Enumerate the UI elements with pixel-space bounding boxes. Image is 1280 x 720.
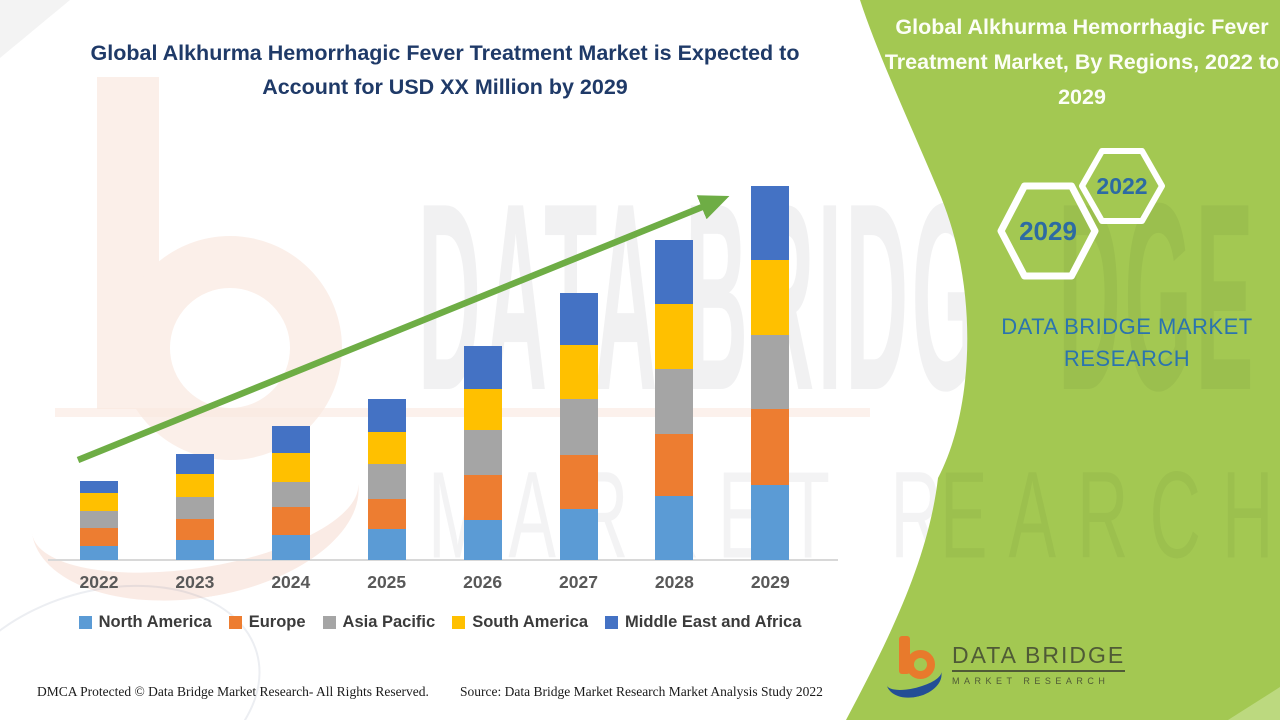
segment-europe xyxy=(367,499,406,529)
segment-south-america xyxy=(655,304,694,369)
segment-north-america xyxy=(271,535,310,560)
segment-north-america xyxy=(80,546,118,560)
segment-europe xyxy=(559,455,598,509)
segment-asia-pacific xyxy=(271,482,310,507)
legend-item-middle-east-and-africa: Middle East and Africa xyxy=(605,613,801,632)
segment-asia-pacific xyxy=(751,335,790,409)
legend-item-europe: Europe xyxy=(228,613,306,632)
segment-middle-east-and-africa xyxy=(80,481,118,493)
bar-2022 xyxy=(80,481,118,560)
x-axis-label-2027: 2027 xyxy=(559,572,598,592)
segment-south-america xyxy=(175,474,214,497)
logo-subtitle: MARKET RESEARCH xyxy=(952,676,1110,686)
legend-item-north-america: North America xyxy=(78,613,212,632)
legend-swatch xyxy=(78,616,92,629)
segment-south-america xyxy=(751,260,790,335)
segment-south-america xyxy=(271,453,310,482)
bar-2028 xyxy=(655,240,694,560)
legend-label: Europe xyxy=(248,613,306,631)
bar-2029 xyxy=(751,186,790,560)
x-axis-label-2024: 2024 xyxy=(271,572,311,592)
segment-europe xyxy=(463,475,502,520)
panel-watermark-small: EARCH xyxy=(940,454,1280,579)
panel-title: Global Alkhurma Hemorrhagic Fever Treatm… xyxy=(884,15,1280,109)
footer-source: Source: Data Bridge Market Research Mark… xyxy=(460,684,823,699)
segment-europe xyxy=(80,528,118,546)
legend-swatch xyxy=(452,616,466,629)
bar-2025 xyxy=(367,399,406,560)
bar-2026 xyxy=(463,346,502,560)
segment-south-america xyxy=(367,432,406,464)
legend: North America Europe Asia Pacific South Ame… xyxy=(40,613,840,632)
segment-middle-east-and-africa xyxy=(751,186,790,260)
footer-copyright: DMCA Protected © Data Bridge Market Rese… xyxy=(37,684,429,699)
x-axis-line xyxy=(48,559,838,561)
segment-middle-east-and-africa xyxy=(559,293,598,345)
segment-middle-east-and-africa xyxy=(175,454,214,474)
segment-middle-east-and-africa xyxy=(655,240,694,304)
segment-north-america xyxy=(751,485,790,560)
segment-middle-east-and-africa xyxy=(367,399,406,432)
logo-swoosh xyxy=(882,653,946,704)
x-axis-label-2028: 2028 xyxy=(654,572,694,592)
segment-middle-east-and-africa xyxy=(271,426,310,453)
legend-label: Asia Pacific xyxy=(342,613,436,631)
segment-asia-pacific xyxy=(175,497,214,519)
segment-north-america xyxy=(175,540,214,560)
segment-south-america xyxy=(80,493,118,511)
data-bridge-logo-icon xyxy=(882,634,948,704)
legend-label: South America xyxy=(472,613,589,631)
x-axis-label-2023: 2023 xyxy=(175,572,215,592)
segment-asia-pacific xyxy=(80,511,118,528)
segment-europe xyxy=(271,507,310,535)
bar-2027 xyxy=(559,293,598,560)
segment-north-america xyxy=(655,496,694,560)
panel-brand-text: DATA BRIDGE MARKET RESEARCH xyxy=(1001,314,1253,371)
segment-south-america xyxy=(559,345,598,399)
panel-logo: DATA BRIDGE MARKET RESEARCH xyxy=(882,634,1126,704)
segment-europe xyxy=(655,434,694,496)
legend-label: Middle East and Africa xyxy=(625,613,802,631)
bar-2024 xyxy=(271,426,310,560)
segment-north-america xyxy=(367,529,406,560)
legend-swatch xyxy=(322,616,336,629)
legend-item-asia-pacific: Asia Pacific xyxy=(322,613,436,632)
segment-north-america xyxy=(463,520,502,560)
segment-south-america xyxy=(463,389,502,430)
segment-europe xyxy=(175,519,214,540)
logo-title: DATA BRIDGE xyxy=(952,642,1126,672)
bar-2023 xyxy=(175,454,214,560)
legend-item-south-america: South America xyxy=(452,613,588,632)
legend-label: North America xyxy=(98,613,212,631)
panel-watermark-big: DGE xyxy=(1058,163,1257,430)
x-axis-label-2025: 2025 xyxy=(367,572,407,592)
segment-asia-pacific xyxy=(367,464,406,499)
legend-swatch xyxy=(605,616,619,629)
segment-asia-pacific xyxy=(463,430,502,475)
x-axis-label-2026: 2026 xyxy=(463,572,503,592)
chart-title: Global Alkhurma Hemorrhagic Fever Treatm… xyxy=(90,41,800,99)
segment-asia-pacific xyxy=(559,399,598,455)
segment-europe xyxy=(751,409,790,485)
x-axis-label-2022: 2022 xyxy=(79,572,119,592)
segment-north-america xyxy=(559,509,598,560)
legend-swatch xyxy=(228,616,242,629)
logo-text-block: DATA BRIDGE MARKET RESEARCH xyxy=(952,634,1126,686)
x-axis-label-2029: 2029 xyxy=(750,572,790,592)
segment-asia-pacific xyxy=(655,369,694,434)
segment-middle-east-and-africa xyxy=(463,346,502,389)
